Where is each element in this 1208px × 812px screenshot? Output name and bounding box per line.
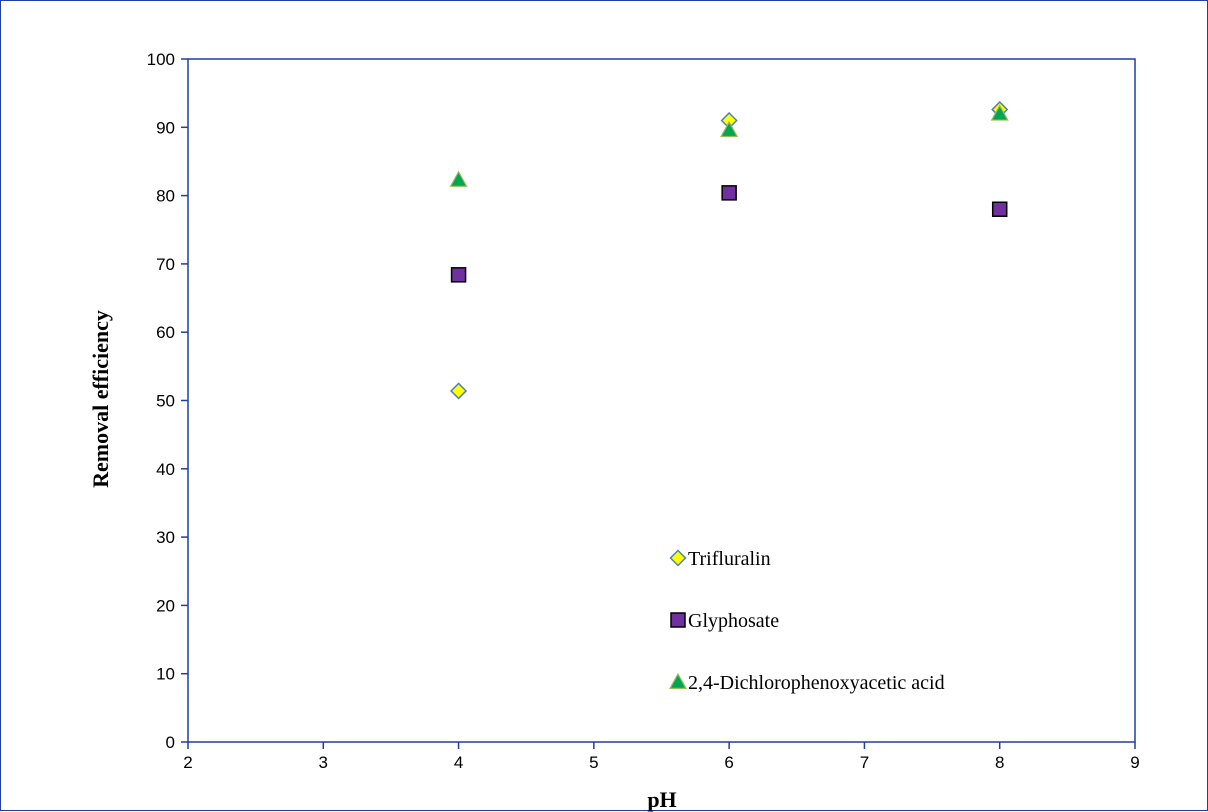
data-point-triangle — [720, 120, 739, 138]
data-point-square — [721, 185, 737, 201]
y-tick-label: 100 — [147, 50, 175, 69]
y-tick-label: 70 — [156, 255, 175, 274]
y-tick-label: 20 — [156, 596, 175, 615]
legend-label: Trifluralin — [688, 548, 771, 570]
legend-marker-triangle — [668, 672, 688, 690]
x-tick-label: 5 — [589, 753, 598, 772]
y-axis-title: Removal efficiency — [88, 310, 113, 488]
legend-marker-diamond — [669, 549, 687, 567]
x-tick-label: 8 — [995, 753, 1004, 772]
data-point-triangle — [449, 170, 468, 187]
y-tick-label: 30 — [156, 528, 175, 547]
data-point-triangle — [990, 104, 1009, 121]
plot-area — [187, 58, 1136, 743]
x-tick-label: 3 — [319, 753, 328, 772]
y-tick-label: 50 — [156, 392, 175, 411]
data-markers — [449, 100, 1009, 400]
x-tick-label: 9 — [1130, 753, 1139, 772]
data-point-square — [991, 201, 1008, 218]
data-point-diamond — [450, 382, 468, 400]
plot-border — [187, 58, 1136, 743]
x-axis-ticks: 2 3 4 5 6 7 8 9 — [183, 742, 1140, 772]
legend-label: 2,4-Dichlorophenoxyacetic acid — [688, 672, 945, 694]
y-axis-ticks: 0 10 20 30 40 50 60 70 80 90 100 — [147, 50, 188, 752]
y-tick-label: 10 — [156, 665, 175, 684]
legend-marker-square — [670, 612, 686, 628]
y-tick-label: 40 — [156, 460, 175, 479]
legend: Trifluralin Glyphosate 2,4-Dichlorophenoxy… — [668, 548, 945, 694]
y-tick-label: 80 — [156, 187, 175, 206]
x-tick-label: 4 — [454, 753, 463, 772]
x-tick-label: 7 — [860, 753, 869, 772]
y-tick-label: 60 — [156, 323, 175, 342]
x-axis-title: pH — [647, 787, 676, 812]
x-tick-label: 6 — [724, 753, 733, 772]
data-point-square — [450, 267, 467, 283]
y-tick-label: 0 — [166, 733, 175, 752]
x-tick-label: 2 — [183, 753, 192, 772]
legend-label: Glyphosate — [688, 610, 779, 632]
y-tick-label: 90 — [156, 118, 175, 137]
